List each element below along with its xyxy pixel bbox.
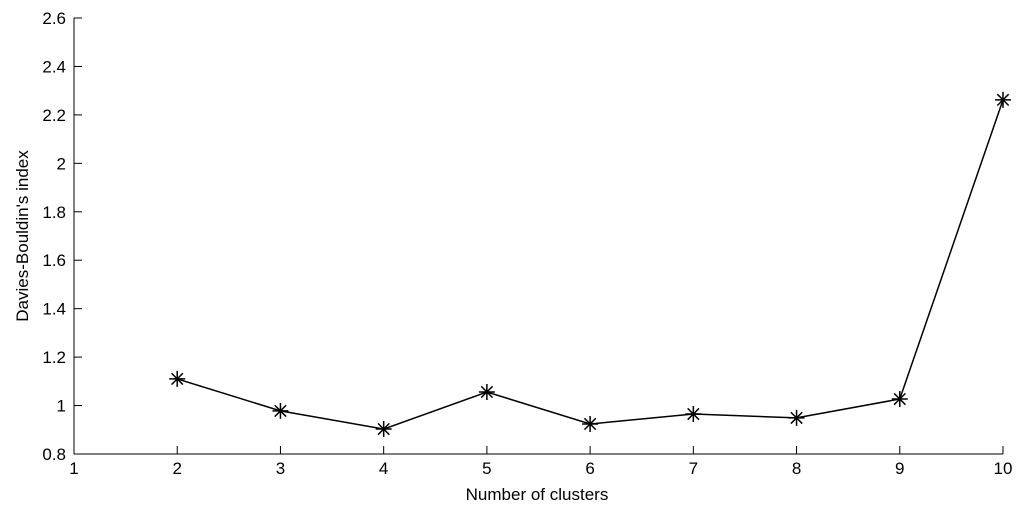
x-tick-label: 2 xyxy=(172,459,181,478)
x-axis-label: Number of clusters xyxy=(466,485,609,504)
y-tick-label: 2.4 xyxy=(42,57,66,76)
y-axis-label: Davies-Bouldin's index xyxy=(13,150,32,322)
marker xyxy=(891,391,908,408)
y-tick-label: 1.8 xyxy=(42,203,66,222)
x-tick-label: 5 xyxy=(482,459,491,478)
y-tick-label: 1.4 xyxy=(42,300,66,319)
marker xyxy=(582,415,599,432)
y-tick-label: 2.6 xyxy=(42,9,66,28)
x-tick-label: 1 xyxy=(69,459,78,478)
x-tick-label: 10 xyxy=(994,459,1013,478)
x-tick-label: 8 xyxy=(792,459,801,478)
x-tick-label: 4 xyxy=(379,459,388,478)
y-tick-label: 1 xyxy=(57,397,66,416)
marker xyxy=(272,402,289,419)
y-tick-label: 1.2 xyxy=(42,348,66,367)
marker xyxy=(478,383,495,400)
marker xyxy=(788,409,805,426)
y-tick-label: 2.2 xyxy=(42,106,66,125)
y-tick-label: 0.8 xyxy=(42,445,66,464)
x-tick-label: 9 xyxy=(895,459,904,478)
marker xyxy=(685,406,702,423)
x-tick-label: 6 xyxy=(585,459,594,478)
y-tick-label: 2 xyxy=(57,154,66,173)
x-tick-label: 3 xyxy=(276,459,285,478)
x-tick-label: 7 xyxy=(689,459,698,478)
marker xyxy=(375,421,392,438)
line xyxy=(177,99,1004,430)
y-tick-label: 1.6 xyxy=(42,251,66,270)
marker xyxy=(169,370,186,387)
marker xyxy=(995,91,1011,108)
